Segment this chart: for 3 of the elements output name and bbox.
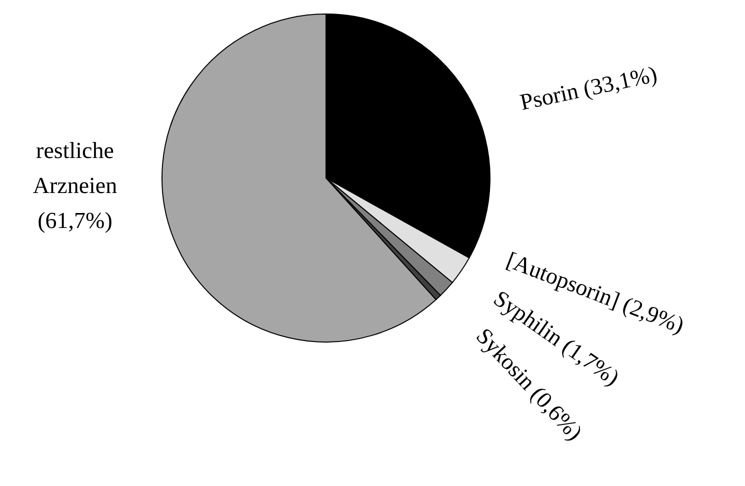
slice-label: Psorin (33,1%) [518,61,660,115]
data-label: (61,7%) [38,208,112,233]
slice-label: restliche Arzneien [32,138,118,198]
